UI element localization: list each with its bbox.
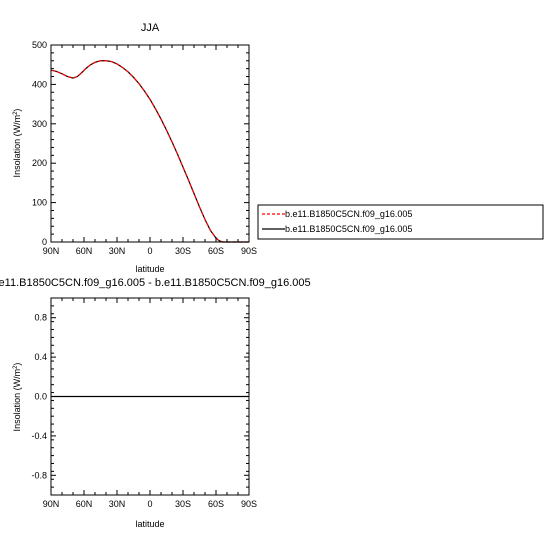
legend-box: [257, 204, 544, 240]
x-tick-label: 60N: [76, 499, 93, 509]
top-panel: JJA 90N 60N 30N 0 30S 60S 90S0100200300400500 …: [12, 22, 257, 274]
bottom-y-axis-title: Insolation (W/m2): [12, 363, 22, 432]
legend: b.e11.B1850C5CN.f09_g16.005 b.e11.B1850C…: [257, 204, 544, 240]
y-tick-label: 200: [32, 158, 47, 168]
x-tick-label: 60S: [208, 246, 224, 256]
x-tick-label: 30S: [175, 246, 191, 256]
y-tick-label: 400: [32, 79, 47, 89]
x-tick-label: 90S: [241, 499, 257, 509]
x-tick-label: 90N: [43, 499, 60, 509]
y-tick-label: 0.4: [34, 352, 47, 362]
top-title: JJA: [141, 22, 160, 34]
x-tick-label: 30N: [109, 246, 126, 256]
y-tick-label: 500: [32, 40, 47, 50]
y-tick-label: 300: [32, 119, 47, 129]
y-tick-label: -0.8: [31, 470, 47, 480]
x-tick-label: 30S: [175, 499, 191, 509]
bottom-panel: b.e11.B1850C5CN.f09_g16.005 - b.e11.B185…: [0, 277, 311, 529]
x-tick-label: 90S: [241, 246, 257, 256]
y-tick-label: -0.4: [31, 431, 47, 441]
bottom-x-axis-title: latitude: [135, 519, 164, 529]
y-tick-label: 0.0: [34, 392, 47, 402]
y-tick-label: 100: [32, 198, 47, 208]
x-tick-label: 90N: [43, 246, 60, 256]
bottom-title: b.e11.B1850C5CN.f09_g16.005 - b.e11.B185…: [0, 277, 311, 289]
top-y-axis-title: Insolation (W/m2): [12, 109, 22, 178]
x-tick-label: 0: [147, 499, 152, 509]
legend-label-2: b.e11.B1850C5CN.f09_g16.005: [285, 224, 412, 234]
top-x-axis-title: latitude: [135, 264, 164, 274]
legend-label-1: b.e11.B1850C5CN.f09_g16.005: [285, 209, 412, 219]
y-tick-label: 0: [42, 237, 47, 247]
series-line-black: [50, 60, 249, 243]
x-tick-label: 30N: [109, 499, 126, 509]
x-tick-label: 60N: [76, 246, 93, 256]
top-plot-frame: [50, 44, 250, 243]
y-tick-label: 0.8: [34, 313, 47, 323]
x-tick-label: 0: [147, 246, 152, 256]
x-tick-label: 60S: [208, 499, 224, 509]
series-line-red-dashed: [50, 60, 249, 243]
